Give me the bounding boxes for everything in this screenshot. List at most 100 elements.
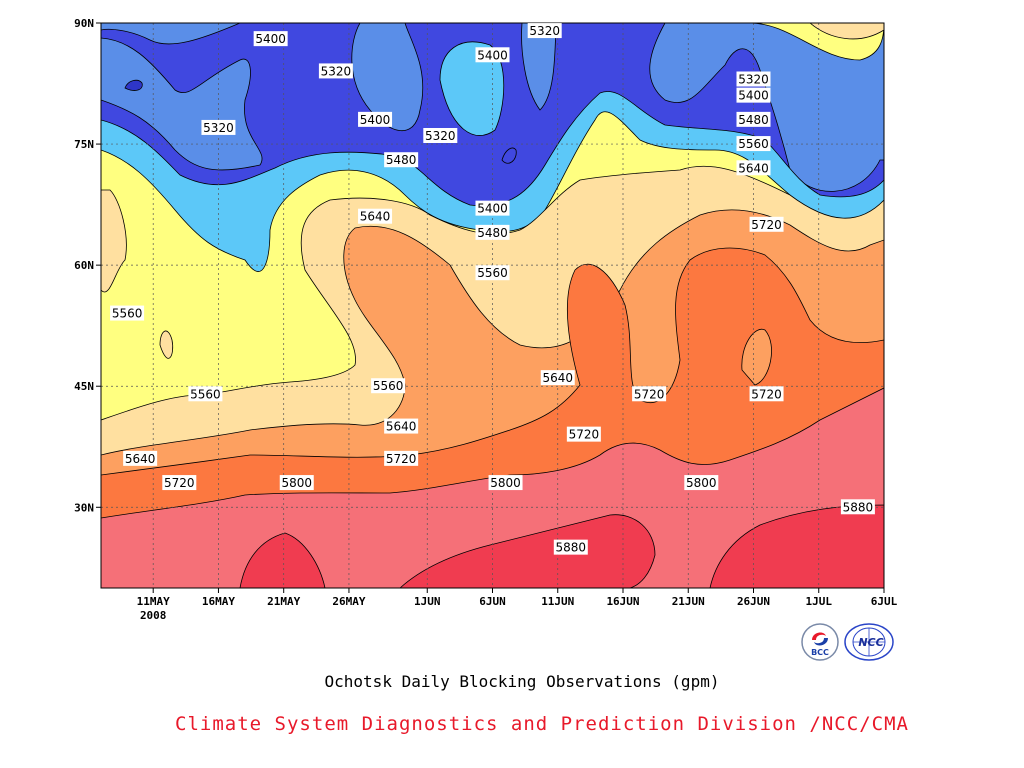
contour-label: 5720	[632, 386, 667, 402]
contour-label-bg	[475, 224, 510, 240]
x-tick-label: 6JUL	[871, 595, 898, 608]
chart-title: Ochotsk Daily Blocking Observations (gpm…	[324, 672, 720, 691]
contour-label: 5720	[749, 386, 784, 402]
x-tick-label: 21JUN	[672, 595, 705, 608]
contour-label-bg	[384, 152, 419, 168]
cell-small-5720	[741, 328, 772, 386]
contour-label-bg	[566, 426, 601, 442]
x-tick-label: 1JUL	[806, 595, 833, 608]
contour-label-bg	[527, 23, 562, 39]
x-tick-label: 16MAY	[202, 595, 235, 608]
contour-label-bg	[488, 475, 523, 491]
contour-label: 5640	[358, 208, 393, 224]
contour-label-bg	[684, 475, 719, 491]
contour-label-text: 5320	[529, 24, 560, 38]
contour-label: 5560	[475, 265, 510, 281]
contour-label-text: 5480	[477, 226, 508, 240]
contour-label-bg	[279, 475, 314, 491]
contour-label: 5800	[279, 475, 314, 491]
contour-label-text: 5880	[843, 500, 874, 514]
contour-label: 5720	[749, 216, 784, 232]
contour-label-text: 5800	[686, 476, 717, 490]
y-tick-label: 30N	[74, 501, 94, 514]
contour-label-bg	[749, 216, 784, 232]
contour-label-bg	[423, 128, 458, 143]
x-tick-label: 26JUN	[737, 595, 770, 608]
contour-label: 5640	[736, 160, 771, 176]
contour-label-text: 5640	[360, 210, 391, 224]
contour-label-bg	[201, 119, 236, 135]
contour-label: 5560	[188, 386, 223, 402]
contour-label-text: 5560	[190, 387, 221, 401]
contour-label-text: 5720	[386, 452, 417, 466]
ncc-logo-text: NCC	[858, 636, 883, 649]
y-tick-label: 75N	[74, 138, 94, 151]
contour-label-text: 5640	[542, 371, 573, 385]
contour-label: 5480	[384, 152, 419, 168]
contour-label-text: 5400	[360, 113, 391, 127]
contour-label: 5720	[566, 426, 601, 442]
contour-label-text: 5640	[125, 452, 156, 466]
contour-label-text: 5320	[425, 129, 456, 143]
contour-label: 5800	[488, 475, 523, 491]
contour-label-bg	[553, 539, 588, 555]
contour-label-bg	[736, 71, 771, 87]
x-tick-label: 16JUN	[606, 595, 639, 608]
grid-lines	[101, 23, 884, 588]
contour-label-text: 5400	[255, 32, 286, 46]
contour-label-text: 5800	[281, 476, 312, 490]
ncc-logo: NCC	[844, 623, 894, 661]
contour-label-bg	[371, 378, 406, 394]
x-tick-label: 11JUN	[541, 595, 574, 608]
contour-label-text: 5640	[386, 420, 417, 434]
y-tick-label: 60N	[74, 259, 94, 272]
contour-label: 5880	[840, 499, 875, 515]
cell-small-5320-b	[501, 147, 517, 164]
contour-label-bg	[162, 475, 197, 491]
contour-labels: 5400 5320 5320 5400 5320 5400 5320 5480 5400 5480…	[110, 23, 875, 555]
contour-label: 5480	[736, 111, 771, 127]
contour-label-text: 5320	[203, 121, 234, 135]
contour-label: 5720	[384, 450, 419, 466]
contour-label-bg	[475, 47, 510, 63]
contour-label: 5640	[384, 418, 419, 434]
contour-label-text: 5880	[556, 541, 587, 555]
contour-label: 5640	[123, 450, 158, 466]
contour-label: 5480	[475, 224, 510, 240]
contour-label-bg	[749, 386, 784, 402]
contour-label-text: 5320	[321, 64, 352, 78]
contour-label-text: 5560	[477, 266, 508, 280]
contour-label-text: 5720	[751, 218, 782, 232]
contour-label-text: 5720	[634, 387, 665, 401]
contour-label-text: 5400	[477, 202, 508, 216]
bcc-logo: BCC	[801, 623, 839, 661]
contour-label-text: 5800	[490, 476, 521, 490]
contour-label: 5400	[358, 111, 393, 127]
contour-label-bg	[123, 450, 158, 466]
contour-label-text: 5320	[738, 73, 769, 87]
contour-label-text: 5560	[112, 307, 143, 321]
x-tick-label: 21MAY	[267, 595, 300, 608]
contour-label-bg	[384, 450, 419, 466]
contour-label: 5560	[736, 136, 771, 152]
contour-label: 5320	[201, 119, 236, 135]
axes: 11MAY 16MAY 21MAY 26MAY 1JUN 6JUN 11JUN 16JUN 21…	[74, 17, 897, 622]
x-tick-label: 6JUN	[479, 595, 506, 608]
contour-label-text: 5400	[477, 48, 508, 62]
cell-small-5320	[124, 79, 143, 91]
contour-label: 5320	[736, 71, 771, 87]
contour-label-bg	[736, 87, 771, 103]
contour-label-text: 5560	[738, 137, 769, 151]
bcc-logo-text: BCC	[811, 648, 829, 657]
contour-label: 5400	[475, 200, 510, 216]
contour-label-bg	[318, 63, 353, 79]
contour-label: 5640	[540, 370, 575, 386]
contour-label: 5560	[110, 305, 145, 321]
x-tick-label: 26MAY	[332, 595, 365, 608]
contour-label-bg	[840, 499, 875, 515]
credit-line: Climate System Diagnostics and Predictio…	[175, 713, 909, 735]
contour-label-bg	[475, 265, 510, 281]
contour-label-bg	[188, 386, 223, 402]
x-tick-label: 1JUN	[414, 595, 441, 608]
